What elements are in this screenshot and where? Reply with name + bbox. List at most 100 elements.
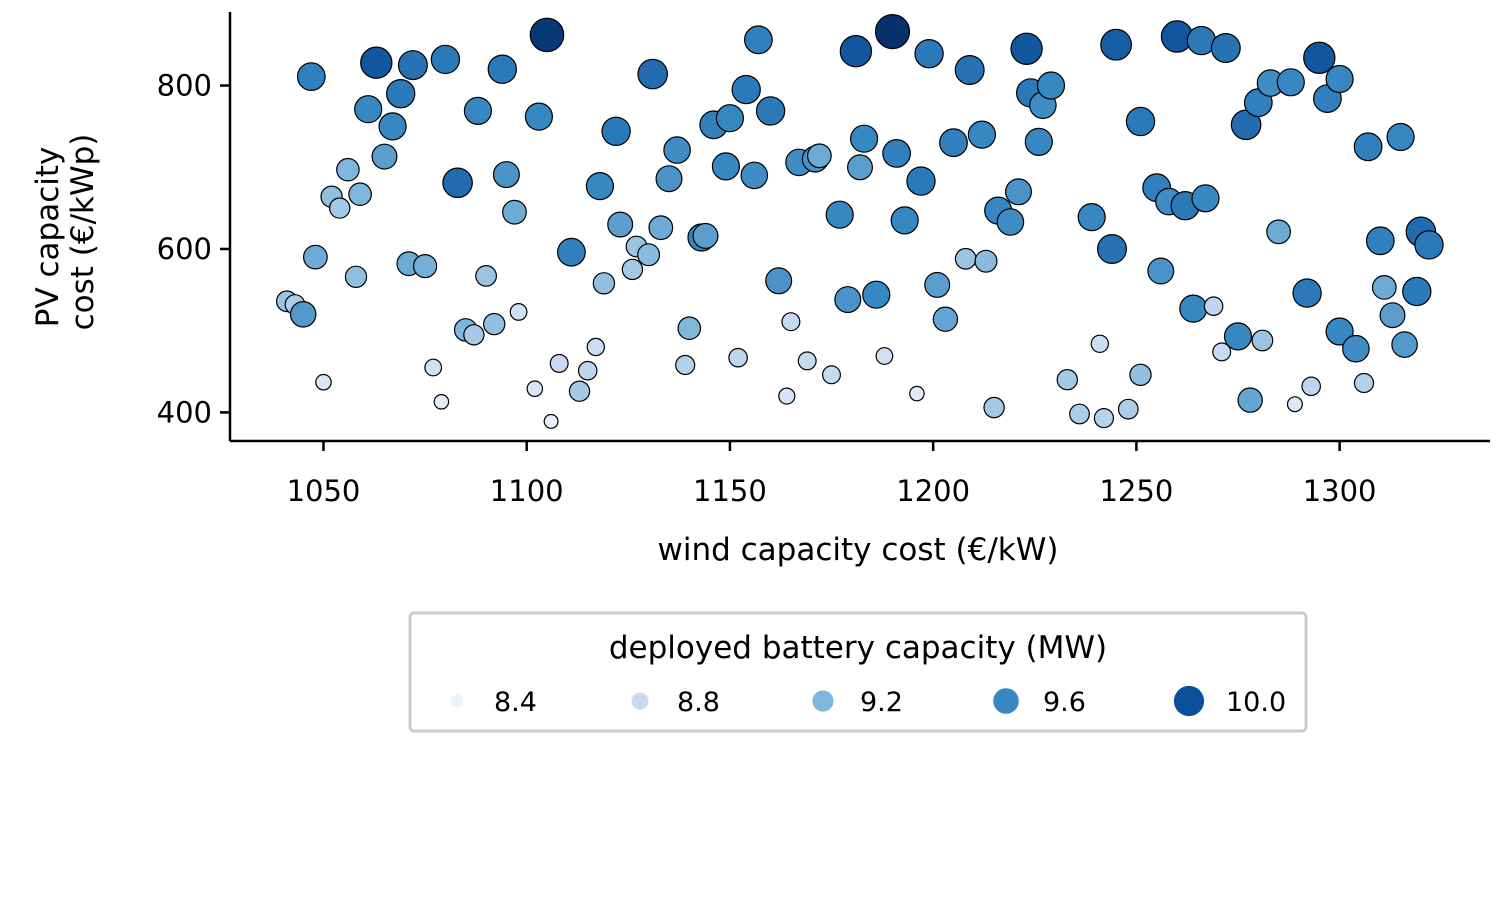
scatter-point bbox=[924, 271, 951, 298]
scatter-point bbox=[1414, 230, 1444, 260]
scatter-point bbox=[967, 120, 997, 149]
scatter-point bbox=[875, 347, 894, 365]
scatter-point bbox=[1090, 334, 1110, 353]
scatter-point bbox=[637, 58, 668, 90]
scatter-point bbox=[1251, 329, 1274, 352]
scatter-point bbox=[502, 199, 527, 225]
scatter-point bbox=[1292, 278, 1322, 308]
scatter-point bbox=[1004, 178, 1032, 206]
scatter-point bbox=[1125, 106, 1156, 137]
x-tick-label: 1050 bbox=[287, 474, 361, 508]
scatter-point bbox=[862, 280, 891, 309]
scatter-point bbox=[529, 17, 565, 53]
scatter-point bbox=[731, 74, 761, 105]
x-tick-label: 1150 bbox=[693, 474, 767, 508]
scatter-point bbox=[586, 337, 606, 357]
y-axis-title: PV capacity cost (€/kWp) bbox=[30, 134, 101, 331]
scatter-point bbox=[834, 286, 862, 314]
scatter-point bbox=[890, 206, 919, 235]
scatter-point bbox=[1117, 398, 1139, 420]
scatter-point bbox=[637, 243, 661, 267]
scatter-point bbox=[744, 25, 773, 55]
scatter-point bbox=[821, 365, 841, 385]
scatter-point bbox=[354, 95, 383, 124]
scatter-point bbox=[344, 265, 368, 288]
scatter-point bbox=[715, 104, 745, 133]
scatter-point bbox=[386, 78, 416, 109]
legend-marker bbox=[993, 688, 1019, 714]
scatter-point bbox=[1342, 334, 1370, 363]
scatter-point bbox=[1325, 317, 1354, 346]
scatter-point bbox=[655, 165, 683, 193]
scatter-point bbox=[329, 197, 351, 219]
axes bbox=[228, 12, 1490, 443]
scatter-point bbox=[360, 46, 393, 79]
scatter-point bbox=[677, 316, 702, 340]
scatter-point bbox=[849, 124, 879, 153]
scatter-point bbox=[289, 300, 317, 328]
legend-entries: 8.4 8.8 9.2 9.6 10.0 bbox=[450, 685, 1286, 718]
scatter-point bbox=[740, 161, 769, 190]
scatter-point bbox=[607, 211, 634, 238]
scatter-point bbox=[371, 143, 398, 170]
y-axis-ticks: 400 600 800 bbox=[157, 69, 230, 429]
scatter-point bbox=[303, 244, 328, 270]
scatter-point bbox=[543, 413, 559, 429]
y-axis-title-line-2: cost (€/kWp) bbox=[65, 134, 101, 331]
scatter-point bbox=[1223, 322, 1253, 351]
scatter-point bbox=[797, 351, 817, 371]
scatter-point bbox=[909, 385, 925, 402]
scatter-point bbox=[765, 267, 793, 295]
x-axis-title: wind capacity cost (€/kW) bbox=[657, 532, 1058, 568]
scatter-point bbox=[781, 312, 801, 332]
scatter-point bbox=[846, 154, 873, 181]
scatter-point bbox=[1036, 71, 1066, 100]
x-tick-label: 1300 bbox=[1303, 474, 1377, 508]
scatter-point bbox=[585, 172, 615, 201]
scatter-point bbox=[1069, 403, 1090, 425]
scatter-point bbox=[1203, 296, 1224, 316]
scatter-point bbox=[1077, 203, 1106, 232]
scatter-point bbox=[524, 102, 554, 131]
scatter-point bbox=[1286, 396, 1303, 413]
scatter-point bbox=[1237, 387, 1263, 413]
scatter-point bbox=[463, 324, 485, 346]
scatter-point bbox=[996, 208, 1025, 236]
y-tick-label: 600 bbox=[157, 232, 212, 266]
scatter-point bbox=[296, 62, 326, 91]
scatter-point bbox=[424, 358, 443, 377]
scatter-point bbox=[483, 312, 506, 336]
scatter-point bbox=[1371, 275, 1397, 300]
scatter-point bbox=[839, 34, 873, 68]
scatter-point bbox=[549, 353, 569, 373]
scatter-point bbox=[906, 166, 936, 196]
scatter-point bbox=[711, 152, 741, 181]
scatter-point bbox=[487, 54, 517, 84]
scatter-point bbox=[692, 222, 719, 249]
scatter-point bbox=[475, 265, 498, 287]
scatter-point bbox=[463, 96, 492, 126]
legend-label: 8.4 bbox=[494, 687, 537, 718]
x-tick-label: 1200 bbox=[896, 474, 970, 508]
scatter-point bbox=[1093, 408, 1115, 429]
scatter-point bbox=[1353, 132, 1383, 162]
scatter-point bbox=[675, 354, 696, 376]
scatter-point bbox=[1129, 363, 1152, 386]
scatter-point bbox=[825, 200, 854, 229]
legend-marker bbox=[812, 690, 834, 712]
legend-label: 9.6 bbox=[1043, 687, 1086, 718]
scatter-point bbox=[413, 254, 438, 279]
scatter-point bbox=[433, 393, 450, 410]
scatter-point bbox=[882, 138, 911, 168]
scatter-point bbox=[601, 116, 631, 147]
scatter-point bbox=[807, 143, 832, 169]
legend-marker bbox=[631, 692, 649, 710]
legend-title: deployed battery capacity (MW) bbox=[609, 630, 1107, 666]
scatter-point bbox=[1179, 294, 1208, 323]
scatter-point bbox=[397, 50, 428, 81]
scatter-point bbox=[1191, 184, 1220, 213]
legend-label: 8.8 bbox=[677, 687, 720, 718]
x-tick-label: 1250 bbox=[1099, 474, 1173, 508]
x-axis-ticks: 1050 1100 1150 1200 1250 1300 bbox=[287, 441, 1377, 508]
